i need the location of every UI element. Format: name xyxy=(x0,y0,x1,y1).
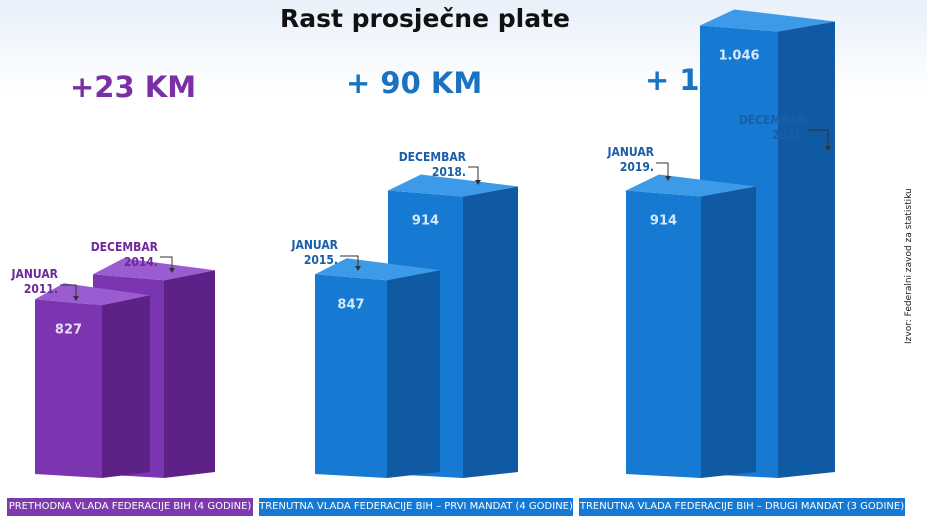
bar-side-face xyxy=(701,186,756,478)
bar-top-face xyxy=(388,174,518,197)
callout-january-2011: JANUAR 2011. xyxy=(11,267,58,296)
group-label-3: TRENUTNA VLADA FEDERACIJE BIH – DRUGI MA… xyxy=(578,497,906,517)
callout-january-2019: JANUAR 2019. xyxy=(607,145,654,174)
bar-value-label: 1.046 xyxy=(718,49,759,64)
bar-side-face xyxy=(778,21,835,478)
source-note: Izvor: Federalni zavod za statistiku xyxy=(904,188,914,344)
bar-front-face xyxy=(315,274,387,478)
bar-front-face xyxy=(626,190,701,478)
delta-group-2: + 90 KM xyxy=(346,66,483,100)
bar-5: 914 xyxy=(626,174,756,478)
chart-title: Rast prosječne plate xyxy=(280,4,570,33)
callout-december-2021: DECEMBAR 2021. xyxy=(738,113,806,142)
callout-arrow-2 xyxy=(160,256,173,272)
callout-arrowhead-5 xyxy=(665,176,671,181)
bar-1: 827 xyxy=(35,283,150,478)
delta-group-1: +23 KM xyxy=(70,70,197,104)
bar-value-label: 914 xyxy=(412,214,439,229)
group-label-2: TRENUTNA VLADA FEDERACIJE BIH – PRVI MAN… xyxy=(258,497,574,517)
bar-top-face xyxy=(93,258,215,281)
bar-side-face xyxy=(102,295,150,478)
bar-front-face xyxy=(35,299,102,478)
bar-top-face xyxy=(700,9,835,32)
bar-side-face xyxy=(463,186,518,478)
callout-december-2014: DECEMBAR 2014. xyxy=(90,240,158,269)
bar-side-face xyxy=(164,270,215,478)
bar-value-label: 914 xyxy=(650,214,677,229)
bar-value-label: 847 xyxy=(337,297,364,312)
callout-january-2015: JANUAR 2015. xyxy=(291,238,338,267)
callout-arrowhead-3 xyxy=(355,266,361,271)
bar-top-face xyxy=(35,283,150,306)
bar-3: 847 xyxy=(315,258,440,478)
callout-arrowhead-2 xyxy=(169,268,175,273)
bar-side-face xyxy=(387,270,440,478)
bar-top-face xyxy=(315,258,440,281)
callout-arrow-6 xyxy=(808,129,829,150)
callout-december-2018: DECEMBAR 2018. xyxy=(398,150,466,179)
group-label-1: PRETHODNA VLADA FEDERACIJE BIH (4 GODINE… xyxy=(6,497,254,517)
bar-value-label: 827 xyxy=(55,322,82,337)
callout-arrow-4 xyxy=(468,166,479,184)
callout-arrowhead-4 xyxy=(475,180,481,185)
bar-top-face xyxy=(626,174,756,197)
callout-arrow-5 xyxy=(656,162,669,180)
callout-arrowhead-6 xyxy=(825,146,831,151)
callout-arrowhead-1 xyxy=(73,296,79,301)
callout-arrow-1 xyxy=(60,284,77,300)
callout-arrow-3 xyxy=(340,255,359,270)
